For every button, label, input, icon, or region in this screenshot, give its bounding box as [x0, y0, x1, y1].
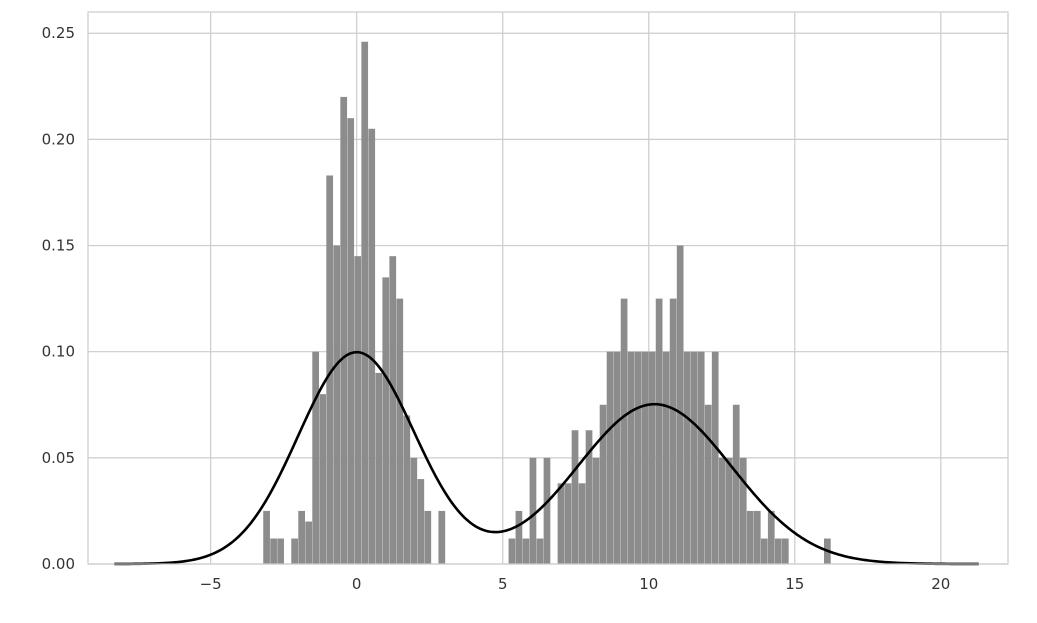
x-tick-label: 5: [498, 575, 508, 593]
histogram-bar: [361, 41, 369, 564]
x-tick-label: 10: [639, 575, 658, 593]
y-tick-label: 0.10: [42, 343, 75, 361]
histogram-bar: [354, 256, 362, 564]
x-tick-label: 20: [931, 575, 950, 593]
histogram-bar: [438, 510, 446, 564]
histogram-bar: [536, 538, 544, 564]
histogram-bar: [627, 351, 635, 564]
histogram-bar: [298, 510, 305, 564]
histogram-bar: [606, 351, 614, 564]
histogram-bar: [347, 118, 355, 565]
histogram-bar: [774, 538, 782, 564]
histogram-bar: [508, 538, 516, 564]
histogram-bar: [424, 510, 432, 564]
kde-curve-group: [114, 350, 979, 566]
histogram-bar: [263, 510, 270, 564]
histogram-bar: [410, 457, 418, 564]
histogram-bar: [697, 351, 705, 564]
histogram-bar: [340, 96, 348, 564]
histogram-bar: [557, 483, 565, 564]
histogram-bar: [277, 538, 284, 564]
x-axis-ticks: −5 0 5 10 15 20: [200, 575, 951, 593]
histogram-bar: [690, 351, 698, 564]
histogram-bar: [746, 510, 754, 564]
histogram-bar: [662, 351, 670, 564]
y-tick-label: 0.15: [42, 237, 75, 255]
histogram-bar: [669, 298, 677, 564]
histogram-bar: [417, 479, 425, 564]
x-tick-label: −5: [200, 575, 222, 593]
histogram-bar: [760, 538, 768, 564]
histogram-bar: [634, 351, 642, 564]
histogram-bar: [403, 415, 411, 564]
histogram-bar: [753, 510, 761, 564]
histogram-bar: [648, 351, 656, 564]
histogram-bar: [725, 457, 733, 564]
histogram-bar: [613, 351, 621, 564]
histogram-bar: [767, 510, 775, 564]
histogram-bar: [305, 521, 313, 564]
histogram-bar: [368, 128, 376, 564]
y-axis-ticks: 0.00 0.05 0.10 0.15 0.20 0.25: [42, 24, 75, 573]
histogram-bar: [375, 372, 383, 564]
histogram-bar: [781, 538, 789, 564]
y-tick-label: 0.00: [42, 555, 75, 573]
histogram-bar: [592, 457, 600, 564]
histogram-bars: [263, 41, 831, 565]
histogram-bar: [578, 483, 586, 564]
histogram-bar: [599, 404, 607, 564]
histogram-bar: [620, 298, 628, 564]
plot-frame: [87, 11, 1009, 565]
histogram-bar: [319, 394, 327, 564]
y-tick-label: 0.05: [42, 449, 75, 467]
histogram-bar: [326, 175, 334, 564]
histogram-bar: [396, 298, 404, 564]
axes-frame: [87, 11, 1009, 565]
histogram-bar: [529, 457, 537, 564]
histogram-bar: [711, 351, 719, 564]
histogram-bar: [655, 298, 663, 564]
histogram-bar: [718, 457, 726, 564]
histogram-bar: [382, 277, 390, 564]
y-tick-label: 0.20: [42, 130, 75, 148]
x-tick-label: 15: [785, 575, 804, 593]
kde-curve: [114, 350, 979, 566]
histogram-bar: [732, 404, 740, 564]
histogram-bar: [571, 430, 579, 564]
histogram-bar: [641, 351, 649, 564]
histogram-bar: [522, 538, 530, 564]
histogram-bar: [676, 245, 684, 565]
histogram-bar: [270, 538, 277, 564]
histogram-bar: [515, 510, 523, 564]
histogram-bar: [704, 404, 712, 564]
x-tick-label: 0: [352, 575, 362, 593]
histogram-bar: [585, 430, 593, 564]
histogram-bar: [389, 256, 397, 564]
histogram-bar: [564, 483, 572, 564]
histogram-bar: [543, 457, 551, 564]
histogram-bar: [333, 245, 341, 565]
histogram-bar: [291, 538, 298, 564]
histogram-bar: [739, 457, 747, 564]
y-tick-label: 0.25: [42, 24, 75, 42]
histogram-bar: [683, 351, 691, 564]
histogram-bar: [312, 351, 320, 564]
